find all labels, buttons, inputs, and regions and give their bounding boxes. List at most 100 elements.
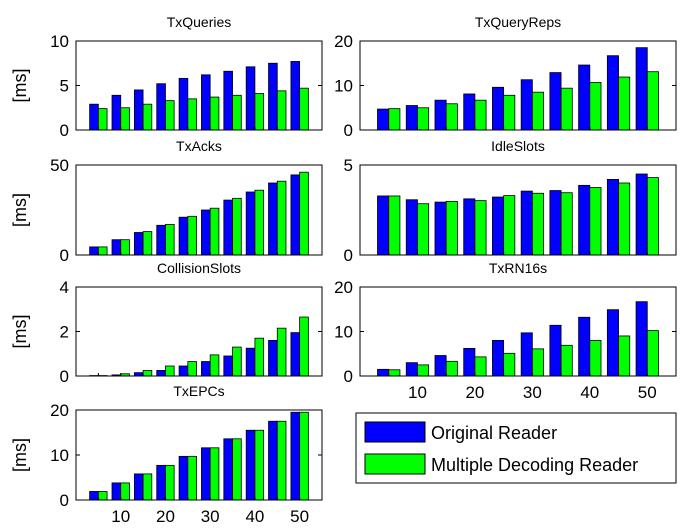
chart-title: TxAcks (176, 138, 222, 154)
bar-multiple-50 (647, 178, 658, 255)
bar-multiple-50 (300, 88, 309, 130)
bar-multiple-25 (504, 196, 515, 255)
y-tick-label: 20 (50, 401, 69, 420)
bar-original-20 (464, 94, 475, 130)
bar-original-40 (246, 192, 255, 255)
bar-multiple-50 (647, 72, 658, 130)
y-tick-label: 5 (60, 77, 69, 96)
x-tick-label: 30 (523, 383, 542, 402)
bar-multiple-10 (121, 240, 130, 255)
bar-original-25 (179, 456, 188, 500)
bar-multiple-10 (417, 204, 428, 255)
bar-original-30 (521, 191, 532, 255)
bar-original-10 (112, 483, 121, 500)
bar-original-20 (157, 465, 166, 500)
y-tick-label: 10 (50, 446, 69, 465)
bar-multiple-25 (504, 353, 515, 376)
bar-original-10 (112, 240, 121, 255)
bar-multiple-45 (277, 91, 286, 130)
bar-original-25 (492, 87, 503, 130)
bar-original-45 (269, 63, 278, 130)
y-tick-label: 20 (334, 278, 353, 297)
y-tick-label: 20 (334, 32, 353, 51)
y-tick-label: 0 (60, 367, 69, 386)
bar-original-10 (112, 95, 121, 130)
bar-original-15 (435, 100, 446, 130)
bar-multiple-45 (619, 336, 630, 376)
chart-4: 024CollisionSlots[ms] (10, 260, 322, 386)
chart-title: CollisionSlots (157, 260, 241, 276)
bar-original-25 (179, 366, 188, 376)
bar-multiple-15 (446, 201, 457, 255)
bar-multiple-35 (233, 198, 242, 255)
bar-multiple-25 (188, 456, 197, 500)
bar-multiple-5 (98, 109, 107, 130)
bar-multiple-5 (389, 370, 400, 376)
bar-original-35 (224, 200, 233, 255)
bar-multiple-15 (143, 370, 152, 376)
bar-multiple-15 (446, 361, 457, 376)
bar-original-40 (579, 65, 590, 130)
legend-label-original: Original Reader (431, 423, 557, 443)
bar-multiple-20 (475, 357, 486, 376)
bar-original-50 (291, 333, 300, 376)
bar-multiple-45 (277, 328, 286, 376)
bar-original-40 (579, 185, 590, 255)
bar-multiple-35 (233, 439, 242, 500)
bar-original-10 (406, 363, 417, 376)
x-tick-label: 20 (465, 383, 484, 402)
y-tick-label: 10 (334, 77, 353, 96)
bar-multiple-25 (188, 362, 197, 376)
bar-original-30 (521, 333, 532, 376)
bar-original-45 (269, 340, 278, 376)
legend-swatch-multiple (365, 454, 425, 474)
bar-multiple-40 (255, 430, 264, 500)
bar-original-45 (269, 421, 278, 500)
y-tick-label: 0 (60, 491, 69, 510)
bar-multiple-20 (475, 100, 486, 130)
bar-multiple-50 (647, 331, 658, 376)
bar-original-35 (550, 191, 561, 255)
chart-title: TxRN16s (489, 260, 547, 276)
bar-multiple-10 (121, 483, 130, 500)
x-tick-label: 10 (408, 383, 427, 402)
bar-multiple-35 (233, 95, 242, 130)
y-axis-label: [ms] (10, 438, 30, 472)
bar-original-30 (201, 362, 210, 376)
y-tick-label: 0 (344, 121, 353, 140)
bar-multiple-45 (277, 421, 286, 500)
bar-original-50 (636, 48, 647, 130)
bar-multiple-5 (389, 196, 400, 255)
bar-original-15 (435, 356, 446, 376)
bar-original-30 (201, 210, 210, 255)
y-tick-label: 0 (60, 121, 69, 140)
bar-original-5 (90, 104, 99, 130)
bar-multiple-30 (210, 208, 219, 255)
bar-multiple-10 (121, 108, 130, 130)
bar-original-45 (607, 310, 618, 376)
y-tick-label: 5 (344, 156, 353, 175)
bar-multiple-20 (475, 201, 486, 255)
bar-multiple-35 (561, 345, 572, 376)
bar-original-50 (636, 174, 647, 255)
bar-multiple-25 (504, 95, 515, 130)
bar-multiple-50 (300, 317, 309, 376)
bar-multiple-15 (446, 104, 457, 130)
bar-original-5 (90, 247, 99, 255)
bar-multiple-35 (233, 347, 242, 376)
bar-multiple-40 (255, 94, 264, 130)
bar-original-40 (246, 348, 255, 376)
bar-multiple-40 (590, 188, 601, 256)
bar-multiple-30 (210, 355, 219, 376)
bar-original-5 (378, 196, 389, 255)
bar-original-15 (134, 474, 143, 500)
bar-multiple-35 (561, 193, 572, 255)
bar-original-50 (291, 412, 300, 500)
bar-multiple-20 (165, 101, 174, 130)
bar-multiple-50 (300, 412, 309, 500)
bar-multiple-15 (143, 232, 152, 255)
bar-multiple-5 (98, 491, 107, 500)
bar-multiple-30 (532, 92, 543, 130)
chart-0: 0 5 10 TxQueries [ms] (10, 14, 322, 140)
